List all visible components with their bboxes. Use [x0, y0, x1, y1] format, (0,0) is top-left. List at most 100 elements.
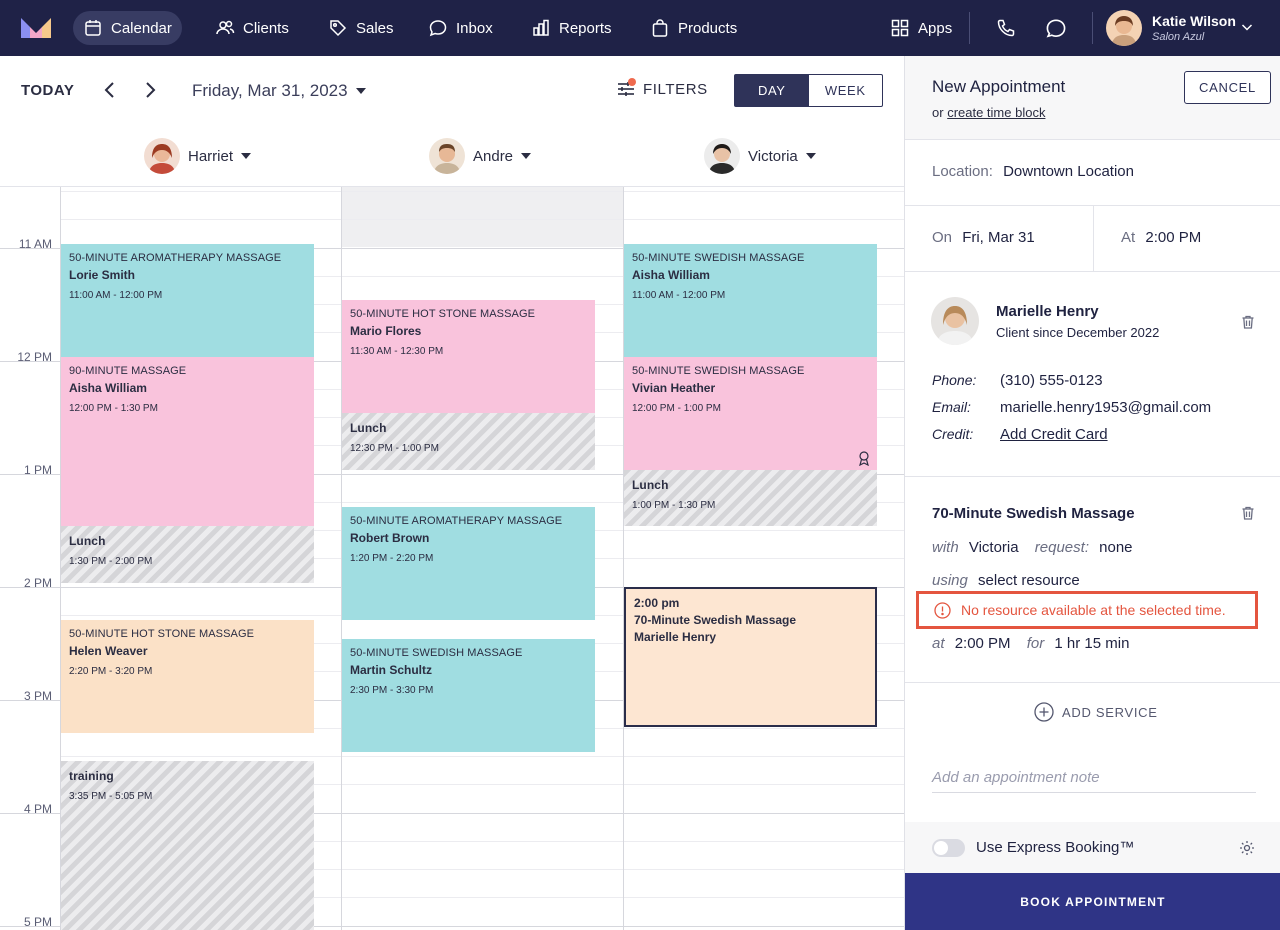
- appointment-block[interactable]: 50-Minute Swedish Massage Aisha William 11…: [624, 243, 877, 357]
- appointment-service: 50-Minute Hot Stone Massage: [69, 628, 255, 641]
- appointment-time: 2:20 PM - 3:20 PM: [69, 666, 153, 678]
- appointment-block[interactable]: 50-Minute Aromatherapy Massage Robert Bro…: [342, 507, 595, 621]
- service-time-row: at 2:00 PM for 1 hr 15 min: [932, 635, 1129, 652]
- phone-button[interactable]: [992, 14, 1020, 42]
- staff-selector-andre[interactable]: Andre: [429, 138, 532, 174]
- appointment-client: Lorie Smith: [69, 267, 136, 282]
- request-value[interactable]: none: [1099, 539, 1133, 556]
- appointment-block[interactable]: 50-Minute Hot Stone Massage Helen Weaver 2…: [61, 620, 314, 734]
- staff-avatar: [429, 138, 465, 174]
- appointment-note-input[interactable]: Add an appointment note: [932, 769, 1256, 793]
- nav-inbox[interactable]: Inbox: [418, 11, 503, 45]
- appointment-service: Lunch: [69, 534, 106, 548]
- plus-circle-icon: [1034, 702, 1054, 722]
- blocked-time-block[interactable]: Lunch 1:30 PM - 2:00 PM: [61, 526, 314, 583]
- on-label: On: [932, 229, 953, 246]
- book-appointment-button[interactable]: BOOK APPOINTMENT: [905, 873, 1280, 930]
- duration-value[interactable]: 1 hr 15 min: [1054, 635, 1130, 652]
- alert-circle-icon: [934, 601, 951, 619]
- gear-icon[interactable]: [1239, 840, 1255, 856]
- today-button[interactable]: TODAY: [21, 82, 75, 99]
- appointment-client: Aisha William: [69, 380, 147, 395]
- filter-active-dot: [628, 78, 636, 86]
- nav-products-label: Products: [678, 19, 738, 37]
- user-avatar[interactable]: [1106, 10, 1142, 46]
- user-name[interactable]: Katie Wilson: [1152, 13, 1236, 29]
- client-since: Client since December 2022: [996, 325, 1160, 340]
- top-navigation-bar: Calendar Clients Sales Inbox Reports Pro…: [0, 0, 1280, 56]
- appointment-service: 50-Minute Hot Stone Massage: [350, 308, 536, 320]
- appointment-block[interactable]: 50-Minute Hot Stone Massage Mario Flores 1…: [342, 300, 595, 413]
- location-field: Location: Downtown Location: [932, 163, 1134, 180]
- trash-icon[interactable]: [1240, 505, 1256, 521]
- select-resource-dropdown[interactable]: select resource: [978, 572, 1080, 589]
- create-time-block-link[interactable]: create time block: [947, 105, 1046, 120]
- users-icon: [216, 20, 235, 35]
- calendar-grid[interactable]: 11 AM 12 PM 1 PM 2 PM 3 PM 4 PM 5 PM 50-Minute…: [0, 186, 904, 930]
- staff-name: Harriet: [188, 147, 234, 165]
- location-row[interactable]: Location: Downtown Location: [905, 140, 1280, 206]
- nav-sales[interactable]: Sales: [318, 11, 404, 45]
- view-toggle: DAY WEEK: [734, 74, 883, 107]
- at-label: At: [1121, 229, 1136, 246]
- service-name[interactable]: 70-Minute Swedish Massage: [932, 505, 1135, 522]
- service-at-value[interactable]: 2:00 PM: [954, 635, 1011, 652]
- slot-client: Marielle Henry: [634, 630, 717, 644]
- phone-label: Phone:: [932, 372, 977, 388]
- appointment-block[interactable]: 50-Minute Aromatherapy Massage Lorie Smit…: [61, 243, 314, 357]
- caret-down-icon: [521, 153, 532, 159]
- blocked-time-block[interactable]: Lunch 12:30 PM - 1:00 PM: [342, 413, 595, 470]
- add-service-button[interactable]: ADD SERVICE: [1034, 702, 1158, 722]
- panel-title: New Appointment: [932, 77, 1066, 96]
- app-logo-icon[interactable]: [21, 16, 51, 38]
- add-credit-card-link[interactable]: Add Credit Card: [1000, 426, 1108, 443]
- chevron-left-icon[interactable]: [100, 80, 120, 100]
- appointment-client: Mario Flores: [350, 324, 422, 338]
- staff-selector-victoria[interactable]: Victoria: [704, 138, 816, 174]
- client-name[interactable]: Marielle Henry: [996, 303, 1099, 320]
- appointment-service: training: [69, 769, 114, 784]
- nav-apps[interactable]: Apps: [880, 11, 962, 45]
- blocked-time-block[interactable]: training 3:35 PM - 5:05 PM: [61, 761, 314, 930]
- blocked-time-block[interactable]: Lunch 1:00 PM - 1:30 PM: [624, 469, 877, 526]
- appointment-block[interactable]: 50-Minute Swedish Massage Vivian Heather 1…: [624, 356, 877, 470]
- date-picker[interactable]: Friday, Mar 31, 2023: [192, 81, 366, 101]
- nav-calendar[interactable]: Calendar: [73, 11, 182, 45]
- appointment-client: Robert Brown: [350, 531, 430, 546]
- chevron-right-icon[interactable]: [140, 80, 160, 100]
- nav-reports[interactable]: Reports: [521, 11, 622, 45]
- appointment-block[interactable]: 50-Minute Swedish Massage Martin Schultz 2…: [342, 639, 595, 752]
- chevron-down-icon[interactable]: [1240, 20, 1254, 34]
- time-field[interactable]: At 2:00 PM: [1121, 229, 1201, 246]
- chat-icon: [429, 20, 447, 37]
- staff-selector-harriet[interactable]: Harriet: [144, 138, 252, 174]
- day-view-button[interactable]: DAY: [735, 75, 809, 106]
- appointment-client: Helen Weaver: [69, 644, 148, 659]
- week-view-button[interactable]: WEEK: [824, 83, 866, 98]
- messages-button[interactable]: [1042, 14, 1070, 42]
- date-label: Friday, Mar 31, 2023: [192, 81, 348, 100]
- date-field[interactable]: On Fri, Mar 31: [932, 229, 1035, 246]
- appointment-block[interactable]: 90-Minute Massage Aisha William 12:00 PM -…: [61, 356, 314, 526]
- new-appointment-slot[interactable]: 2:00 pm 70-Minute Swedish Massage Mariel…: [624, 587, 877, 727]
- filters-button[interactable]: FILTERS: [616, 78, 708, 98]
- bar-chart-icon: [533, 19, 549, 36]
- express-booking-toggle[interactable]: [932, 839, 965, 857]
- slot-time: 2:00 pm: [634, 596, 680, 610]
- appointment-time: 1:30 PM - 2:00 PM: [69, 556, 153, 567]
- shopping-bag-icon: [652, 19, 668, 37]
- nav-clients-label: Clients: [243, 19, 289, 37]
- with-value[interactable]: Victoria: [968, 539, 1019, 556]
- location-value: Downtown Location: [1003, 163, 1134, 180]
- staff-avatar: [704, 138, 740, 174]
- unavailable-block: [342, 187, 623, 247]
- cancel-button[interactable]: CANCEL: [1184, 71, 1271, 104]
- appointment-service: 90-Minute Massage: [69, 364, 187, 377]
- user-salon: Salon Azul: [1152, 31, 1205, 43]
- filters-label: FILTERS: [643, 80, 708, 98]
- trash-icon[interactable]: [1240, 314, 1256, 330]
- nav-products[interactable]: Products: [640, 11, 747, 45]
- nav-clients[interactable]: Clients: [205, 11, 299, 45]
- message-bubble-icon: [1046, 19, 1066, 38]
- time-label: 1 PM: [23, 462, 52, 477]
